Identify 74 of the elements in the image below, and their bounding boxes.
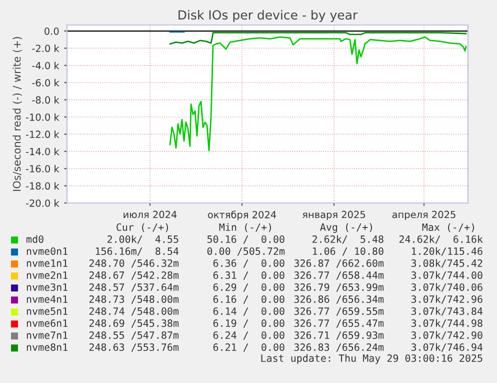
y-tick-label: -16.0 k [26, 164, 60, 172]
text: 326.77 /655.47m [294, 319, 384, 328]
text: 2.00k/ 4.55 [108, 235, 178, 244]
legend-label: nvme2n1 [26, 271, 68, 279]
text: 3.07k/742.90 [411, 331, 482, 340]
text: 248.69 /545.38m [89, 319, 179, 328]
y-tick-label: -6.0 k [32, 78, 60, 86]
legend-label: nvme1n1 [26, 259, 68, 267]
text: 6.24 / 0.00 [213, 331, 284, 340]
text: 326.77 /659.55m [294, 307, 384, 316]
y-tick-label: -4.0 k [32, 62, 60, 70]
text: 248.63 /553.76m [89, 343, 179, 352]
y-axis-title: IOs/second read (-) / write (+) [12, 36, 22, 191]
text: 1.20k/115.46 [412, 247, 482, 256]
text: 248.74 /548.00m [89, 307, 179, 316]
text: Cur (-/+) [116, 223, 168, 232]
text: 6.31 / 0.00 [213, 271, 284, 280]
text: 6.16 / 0.00 [213, 295, 284, 304]
text: 326.83 /656.24m [294, 343, 384, 352]
legend-label: nvme8n1 [26, 343, 68, 351]
y-tick-label: -18.0 k [26, 182, 60, 190]
text: 3.07k/746.94 [411, 343, 483, 352]
y-tick-label: -2.0 k [32, 44, 60, 52]
line-series [169, 36, 467, 152]
text: 6.21 / 0.00 [213, 343, 284, 352]
text: 0.00 /505.72m [207, 247, 285, 256]
text: 1.06 / 10.80 [312, 247, 384, 256]
text: 3.07k/744.00 [411, 271, 482, 280]
text: Avg (-/+) [320, 223, 372, 233]
x-tick-label: января 2025 [302, 210, 366, 220]
text: 326.79 /653.99m [294, 283, 384, 292]
text: 2.62k/ 5.48 [312, 235, 384, 244]
y-tick-label: -12.0 k [26, 130, 60, 138]
text: 326.71 /659.93m [294, 331, 384, 340]
legend-label: nvme0n1 [26, 247, 68, 255]
y-tick-label: -10.0 k [26, 113, 60, 121]
text: 3.07k/740.06 [411, 283, 482, 292]
text: 326.86 /656.34m [294, 295, 384, 304]
text: 248.73 /548.00m [89, 295, 179, 304]
y-tick-label: -20.0 k [26, 199, 60, 207]
text: 50.16 / 0.00 [207, 235, 284, 244]
text: 248.55 /547.87m [89, 331, 179, 340]
text: 326.77 /658.44m [294, 271, 384, 280]
text: 248.67 /542.28m [89, 271, 179, 280]
text: 24.62k/ 6.16k [399, 235, 483, 244]
legend-label: md0 [26, 235, 44, 243]
y-tick-label: -8.0 k [32, 96, 60, 104]
legend-label: nvme4n1 [26, 295, 68, 303]
text: 3.07k/744.98 [411, 319, 482, 328]
legend-label: nvme5n1 [26, 307, 68, 315]
legend-label: nvme3n1 [26, 283, 68, 291]
x-tick-label: октября 2024 [208, 210, 276, 220]
text: 3.07k/742.96 [411, 295, 482, 304]
text: 6.14 / 0.00 [213, 307, 284, 316]
text: 248.70 /546.32m [89, 259, 179, 268]
y-tick-label: -14.0 k [26, 148, 60, 156]
text: Last update: Thu May 29 03:00:16 2025 [261, 354, 482, 364]
text: Max (-/+) [422, 223, 474, 232]
line-series [169, 32, 467, 45]
text: 248.57 /537.64m [89, 283, 179, 292]
legend-label: nvme7n1 [26, 331, 68, 339]
x-tick-label: апреля 2025 [392, 210, 456, 220]
text: 3.07k/743.84 [411, 307, 483, 316]
x-tick-label: июля 2024 [124, 210, 177, 218]
text: 6.29 / 0.00 [213, 283, 284, 292]
y-tick-label: 0.0 [44, 27, 59, 35]
text: 6.19 / 0.00 [213, 319, 284, 328]
text: Min (-/+) [219, 223, 272, 232]
text: 326.87 /662.60m [294, 259, 384, 268]
legend-label: nvme6n1 [26, 319, 68, 327]
text: 156.16m/ 8.54 [96, 247, 179, 256]
chart-title: Disk IOs per device - by year [178, 10, 358, 22]
text: 6.36 / 0.00 [213, 259, 284, 268]
text: 3.08k/745.42 [411, 259, 482, 268]
